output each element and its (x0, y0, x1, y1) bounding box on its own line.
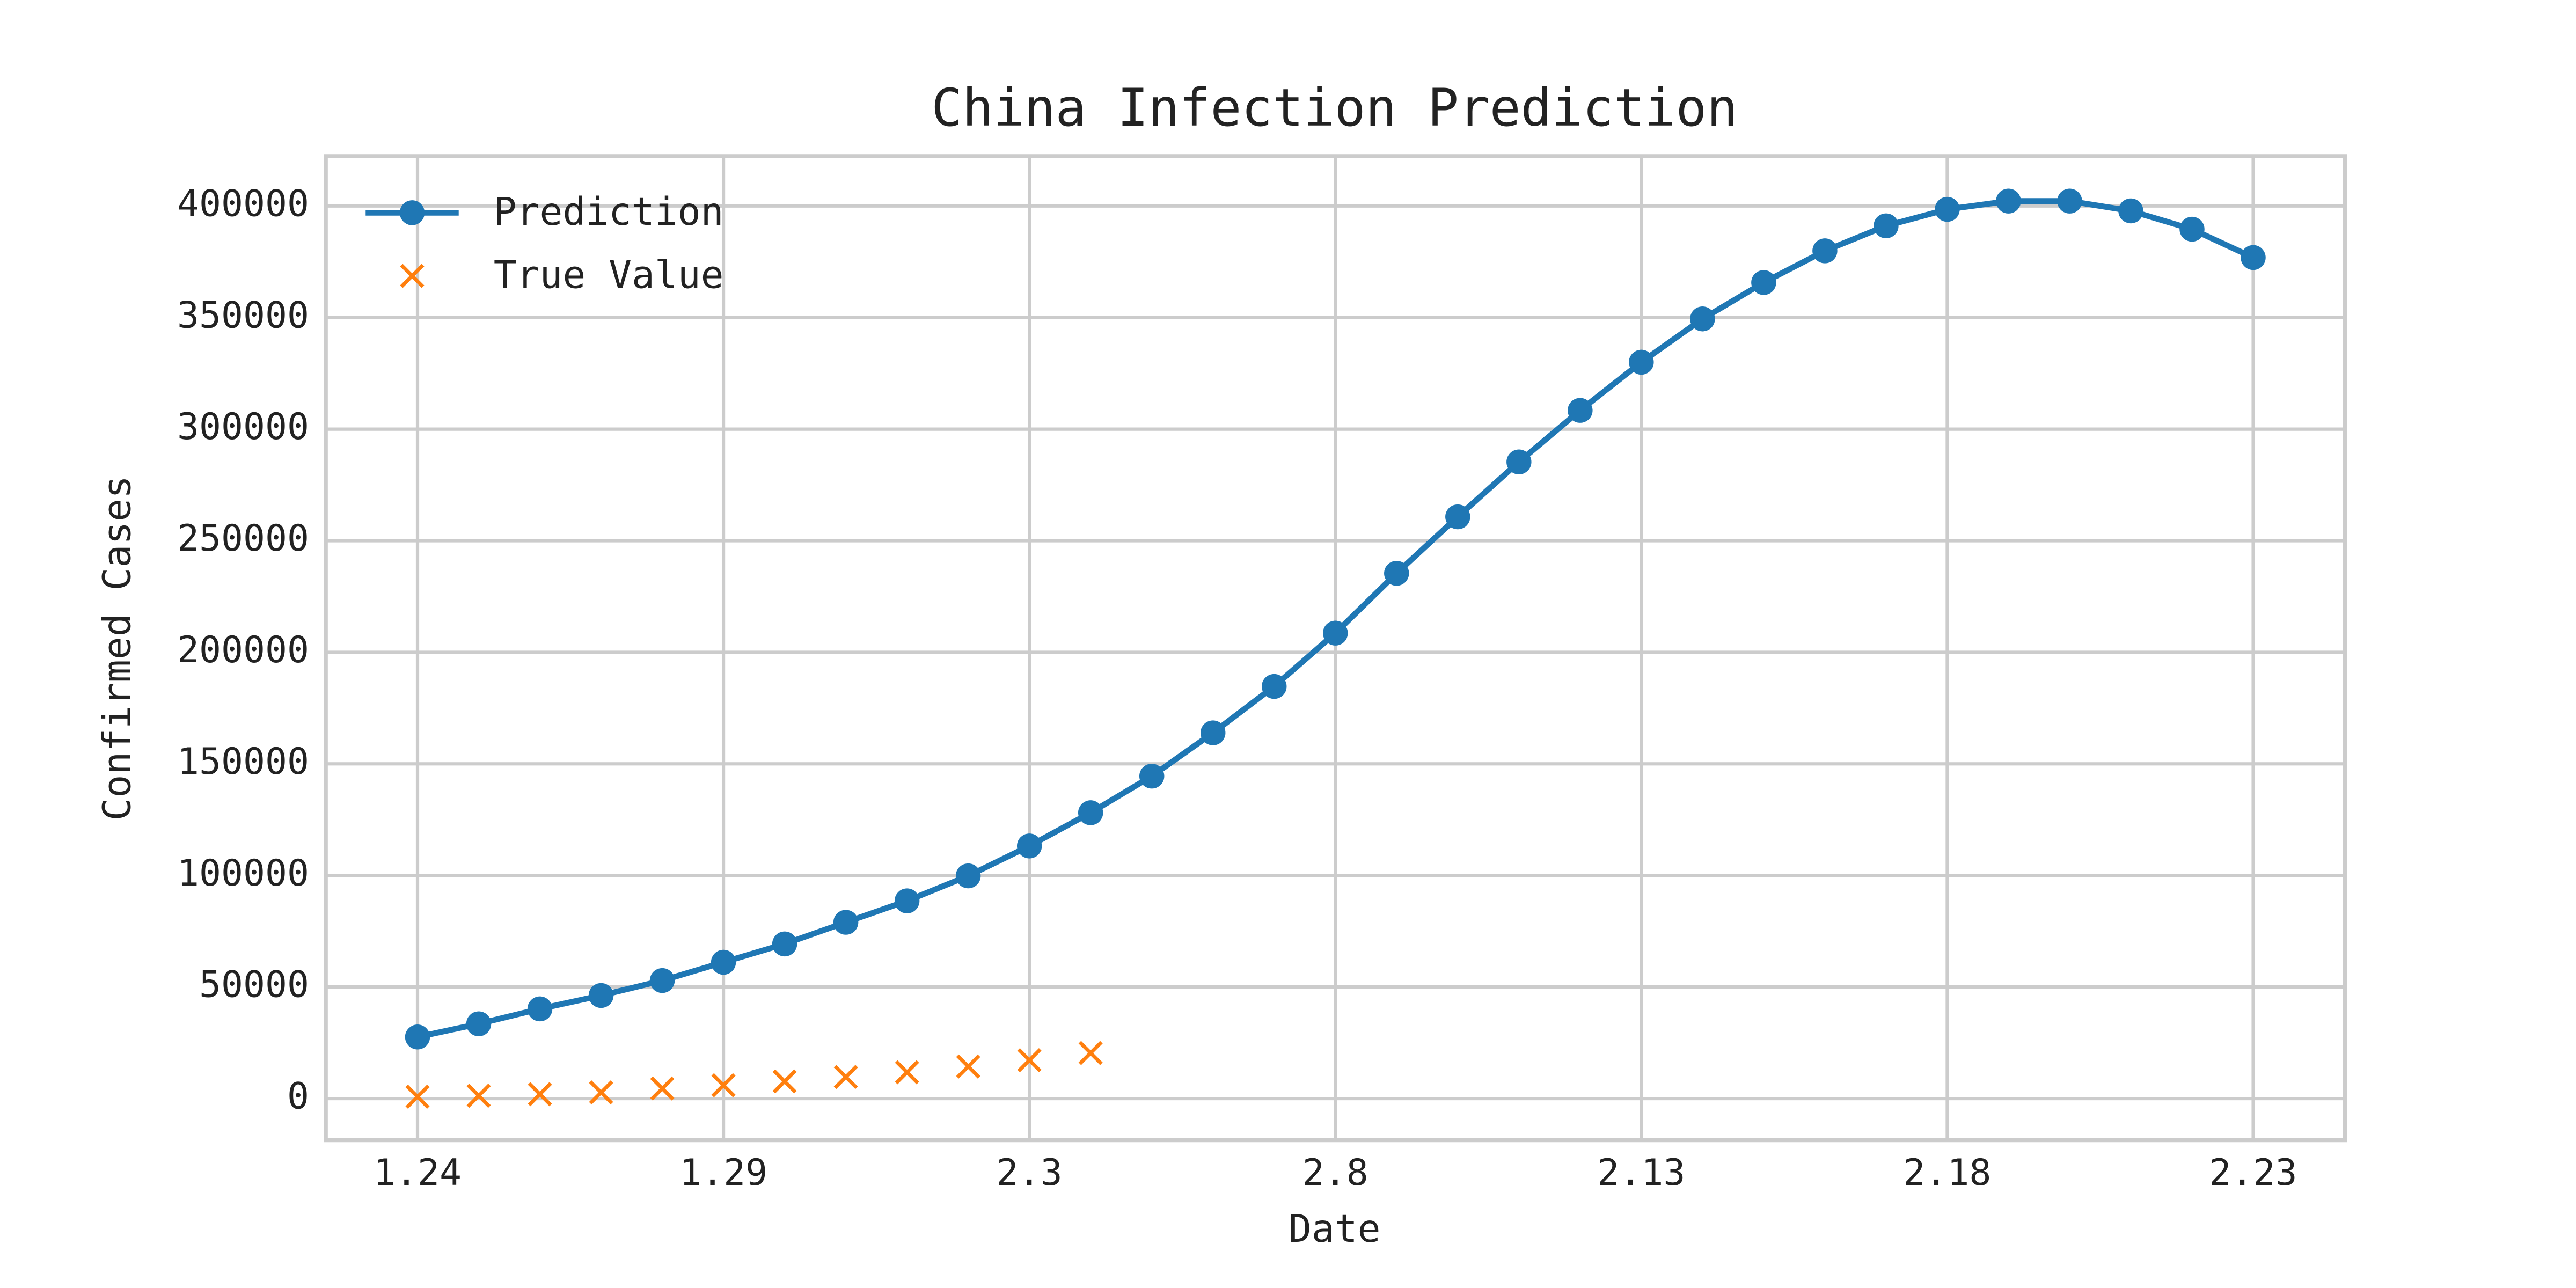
y-tick-label: 0 (287, 1075, 309, 1118)
legend-label: True Value (494, 253, 724, 297)
data-point (894, 888, 920, 913)
x-axis-label: Date (1289, 1206, 1381, 1251)
data-point (1812, 238, 1838, 264)
x-tick-label: 2.18 (1903, 1152, 1991, 1194)
data-point (1078, 800, 1103, 825)
y-tick-label: 250000 (177, 517, 309, 560)
x-tick-label: 2.8 (1302, 1152, 1368, 1194)
data-point (650, 1076, 675, 1101)
data-point (466, 1084, 491, 1108)
data-point (405, 1085, 430, 1109)
data-point (1323, 620, 1348, 646)
data-point (2057, 188, 2082, 214)
data-point (711, 1073, 736, 1097)
data-point (527, 996, 553, 1022)
data-point (405, 1024, 430, 1050)
chart-title: China Infection Prediction (931, 78, 1738, 138)
y-tick-label: 200000 (177, 629, 309, 671)
data-point (1078, 1041, 1103, 1065)
data-point (1996, 188, 2021, 214)
data-point (833, 1065, 858, 1089)
data-point (528, 1082, 552, 1107)
data-point (772, 931, 797, 957)
y-tick-label: 350000 (177, 294, 309, 336)
data-point (466, 1011, 492, 1036)
legend-marker (399, 200, 425, 225)
data-point (1874, 213, 1899, 239)
data-point (1568, 398, 1593, 423)
legend-label: Prediction (494, 189, 724, 234)
data-point (1016, 833, 1042, 859)
data-point (649, 968, 675, 993)
x-tick-label: 1.29 (679, 1152, 767, 1194)
data-point (1262, 674, 1287, 699)
y-tick-label: 50000 (199, 964, 309, 1006)
data-point (833, 910, 859, 935)
data-point (588, 983, 614, 1008)
x-tick-label: 2.3 (997, 1152, 1063, 1194)
data-point (955, 863, 981, 889)
data-point (2241, 245, 2266, 270)
data-point (1935, 196, 1960, 222)
data-point (956, 1054, 980, 1079)
y-tick-label: 300000 (177, 406, 309, 448)
data-point (2179, 216, 2205, 242)
data-point (1384, 561, 1409, 586)
y-axis-label: Confirmed Cases (94, 475, 139, 821)
data-point (1200, 720, 1226, 745)
x-tick-label: 2.23 (2209, 1152, 2297, 1194)
data-point (772, 1069, 797, 1094)
data-point (2118, 198, 2143, 224)
data-point (1690, 306, 1715, 332)
data-point (589, 1080, 613, 1105)
data-point (1017, 1048, 1042, 1073)
data-point (1629, 349, 1654, 375)
x-tick-label: 1.24 (374, 1152, 462, 1194)
y-tick-label: 150000 (177, 741, 309, 783)
data-point (1751, 270, 1776, 295)
plot-frame (324, 154, 2347, 1143)
data-point (1445, 504, 1470, 530)
legend-marker (400, 264, 425, 288)
data-point (895, 1060, 919, 1085)
data-point (1139, 763, 1165, 789)
data-point (711, 949, 736, 975)
x-tick-label: 2.13 (1597, 1152, 1685, 1194)
data-point (1506, 449, 1532, 474)
y-tick-label: 100000 (177, 852, 309, 895)
y-tick-label: 400000 (177, 182, 309, 225)
